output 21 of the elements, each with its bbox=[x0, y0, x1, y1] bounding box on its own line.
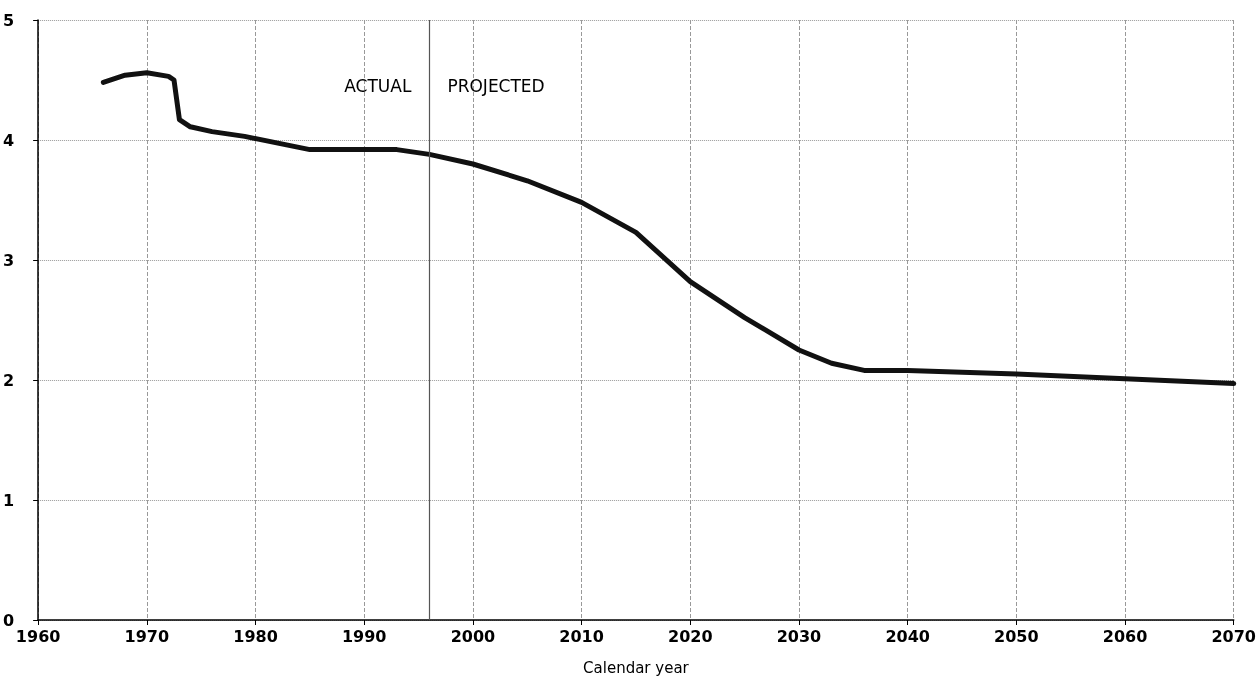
x-tick-label: 1980 bbox=[233, 626, 278, 646]
y-tick-label: 5 bbox=[2, 10, 15, 30]
y-tick-label: 3 bbox=[2, 250, 15, 270]
x-tick-label: 2030 bbox=[776, 626, 822, 646]
x-tick-label: 1970 bbox=[124, 626, 170, 646]
y-tick-label: 0 bbox=[2, 610, 15, 630]
x-tick-label: 2050 bbox=[994, 626, 1039, 646]
x-tick-label: 1960 bbox=[15, 626, 61, 646]
y-tick-label: 4 bbox=[2, 130, 15, 150]
x-axis-title: Calendar year bbox=[583, 658, 690, 677]
x-tick-label: 2070 bbox=[1211, 626, 1256, 646]
x-tick-label: 2060 bbox=[1102, 626, 1148, 646]
y-tick-label: 1 bbox=[2, 490, 15, 510]
x-tick-label: 1990 bbox=[341, 626, 387, 646]
x-tick-label: 2040 bbox=[885, 626, 930, 646]
x-tick-label: 2000 bbox=[450, 626, 496, 646]
x-tick-label: 2010 bbox=[559, 626, 604, 646]
x-tick-label: 2020 bbox=[668, 626, 713, 646]
annotation: PROJECTED bbox=[447, 76, 545, 96]
y-tick-label: 2 bbox=[2, 370, 15, 390]
annotation: ACTUAL bbox=[344, 76, 412, 96]
